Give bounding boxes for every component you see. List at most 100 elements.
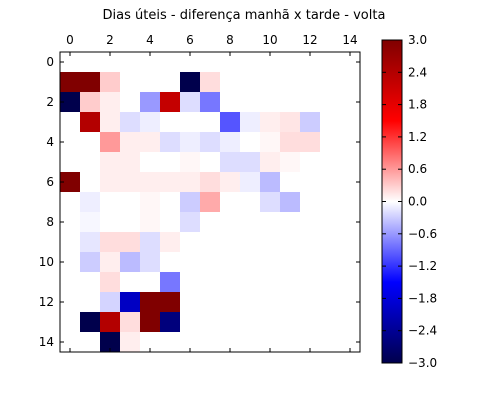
heatmap-cell — [320, 132, 340, 152]
heatmap-cell — [200, 172, 220, 192]
heatmap-cell — [120, 232, 140, 252]
heatmap-cell — [280, 72, 300, 92]
heatmap-cell — [100, 312, 120, 332]
heatmap-cell — [120, 92, 140, 112]
heatmap-cell — [260, 232, 280, 252]
heatmap-cell — [100, 152, 120, 172]
colorbar-tick-label: −2.4 — [408, 324, 437, 338]
heatmap-cell — [280, 232, 300, 252]
heatmap-cell — [120, 172, 140, 192]
heatmap-cell — [80, 192, 100, 212]
heatmap-cell — [100, 132, 120, 152]
colorbar-tick-label: −0.6 — [408, 227, 437, 241]
heatmap-cell — [320, 212, 340, 232]
heatmap-cell — [80, 52, 100, 72]
heatmap-cell — [300, 292, 320, 312]
colorbar-tick-label: 1.2 — [408, 130, 427, 144]
heatmap-cell — [200, 52, 220, 72]
heatmap-cell — [140, 112, 160, 132]
heatmap-cell — [280, 152, 300, 172]
x-tick-label: 2 — [106, 33, 114, 47]
heatmap-cell — [180, 72, 200, 92]
heatmap-cell — [140, 312, 160, 332]
heatmap-cell — [320, 332, 340, 352]
heatmap-cell — [240, 292, 260, 312]
heatmap-cell — [320, 292, 340, 312]
heatmap-cell — [120, 212, 140, 232]
heatmap-cell — [80, 212, 100, 232]
x-tick-label: 8 — [226, 33, 234, 47]
heatmap-cell — [180, 312, 200, 332]
heatmap-cell — [320, 152, 340, 172]
heatmap-cell — [160, 312, 180, 332]
heatmap-cell — [200, 112, 220, 132]
heatmap-cell — [180, 252, 200, 272]
heatmap-cell — [240, 272, 260, 292]
heatmap-cell — [200, 312, 220, 332]
heatmap-cell — [320, 312, 340, 332]
heatmap-cell — [60, 272, 80, 292]
heatmap-cell — [260, 172, 280, 192]
heatmap-cell — [220, 212, 240, 232]
heatmap-cell — [300, 72, 320, 92]
heatmap-cell — [140, 212, 160, 232]
heatmap-cell — [260, 192, 280, 212]
heatmap-cell — [340, 152, 360, 172]
heatmap-cell — [80, 332, 100, 352]
heatmap-cell — [320, 72, 340, 92]
colorbar-tick-label: 2.4 — [408, 65, 427, 79]
heatmap-cell — [80, 92, 100, 112]
y-tick-label: 8 — [46, 215, 54, 229]
colorbar-tick-label: 0.0 — [408, 195, 427, 209]
heatmap-cell — [220, 112, 240, 132]
y-tick-label: 12 — [39, 295, 54, 309]
heatmap-cell — [100, 172, 120, 192]
heatmap-cell — [280, 272, 300, 292]
heatmap-cell — [220, 172, 240, 192]
heatmap-cell — [220, 72, 240, 92]
heatmap-cell — [300, 212, 320, 232]
heatmap-cell — [240, 232, 260, 252]
x-tick-label: 12 — [302, 33, 317, 47]
y-tick-label: 2 — [46, 95, 54, 109]
heatmap-cell — [180, 92, 200, 112]
heatmap-cell — [240, 172, 260, 192]
heatmap-cell — [340, 112, 360, 132]
heatmap-cell — [180, 132, 200, 152]
heatmap-cell — [340, 272, 360, 292]
heatmap-cell — [280, 52, 300, 72]
heatmap-cell — [80, 312, 100, 332]
x-tick-label: 0 — [66, 33, 74, 47]
heatmap-cell — [240, 52, 260, 72]
heatmap-cell — [120, 332, 140, 352]
y-tick-label: 14 — [39, 335, 54, 349]
heatmap-cell — [240, 112, 260, 132]
heatmap-cell — [140, 92, 160, 112]
heatmap-cell — [200, 212, 220, 232]
heatmap-cell — [300, 92, 320, 112]
heatmap-cell — [160, 172, 180, 192]
heatmap-cell — [60, 112, 80, 132]
x-tick-label: 6 — [186, 33, 194, 47]
heatmap-cell — [180, 272, 200, 292]
heatmap-cell — [140, 72, 160, 92]
y-tick-label: 10 — [39, 255, 54, 269]
heatmap-cell — [120, 272, 140, 292]
heatmap-cell — [100, 292, 120, 312]
heatmap-cell — [160, 192, 180, 212]
heatmap-cell — [120, 292, 140, 312]
heatmap-cell — [300, 232, 320, 252]
heatmap-cell — [140, 132, 160, 152]
heatmap-cell — [100, 252, 120, 272]
heatmap-cell — [140, 232, 160, 252]
heatmap-cell — [180, 192, 200, 212]
heatmap-cell — [280, 92, 300, 112]
heatmap-cell — [100, 92, 120, 112]
heatmap-cell — [240, 332, 260, 352]
heatmap-cell — [280, 172, 300, 192]
heatmap-cell — [80, 252, 100, 272]
heatmap-cell — [140, 172, 160, 192]
heatmap-cell — [120, 192, 140, 212]
heatmap-cell — [260, 212, 280, 232]
heatmap-cell — [80, 292, 100, 312]
